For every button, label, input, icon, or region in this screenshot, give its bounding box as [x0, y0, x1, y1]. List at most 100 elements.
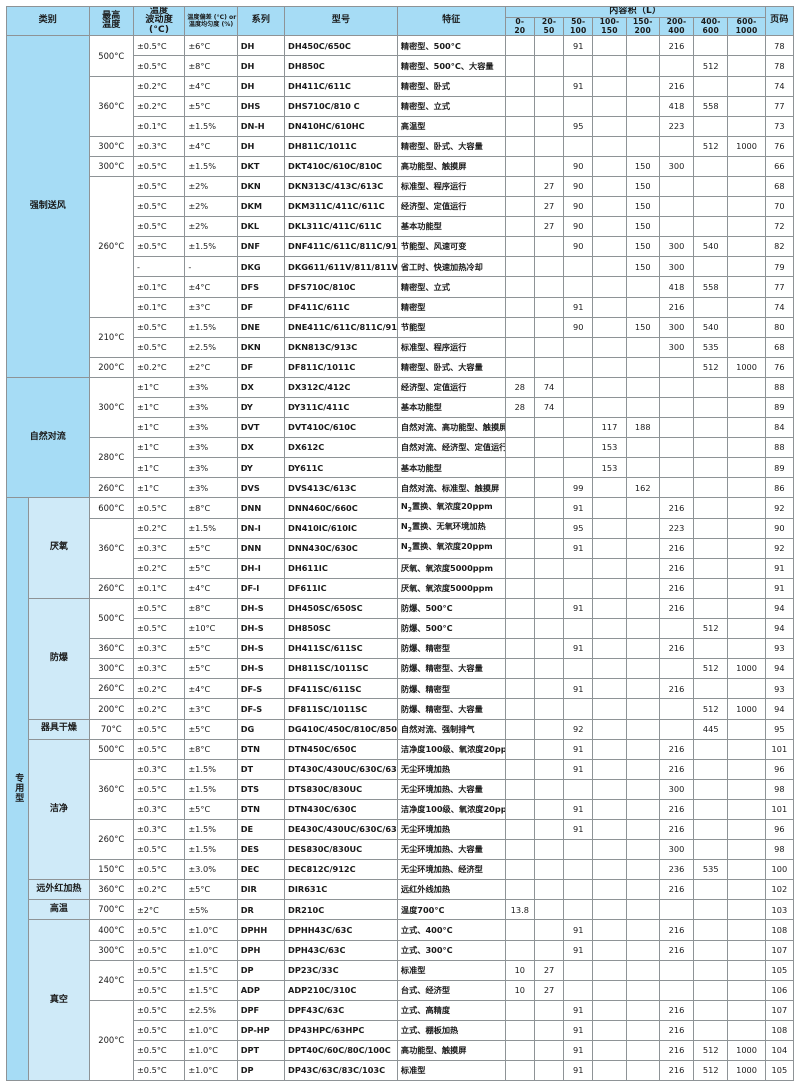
page-number-cell: 73 [764, 115, 795, 137]
deviation-cell: ±1.0°C [184, 1039, 238, 1062]
volume-cell-4 [625, 999, 660, 1021]
volume-cell-7 [727, 999, 766, 1021]
volume-cell-0 [504, 296, 535, 318]
max-temp-cell: 200°C [88, 999, 134, 1081]
series-cell: ADP [236, 979, 286, 1001]
series-cell: DY [236, 396, 286, 419]
volume-cell-0 [504, 517, 535, 539]
series-cell: DH-S [236, 597, 286, 620]
fluctuation-cell: ±0.5°C [132, 316, 186, 338]
volume-cell-6 [693, 879, 729, 901]
table-header: 类别 最高 温度 温度 波动度 (°C) 温度偏差 (°C) or 温度均匀度 … [6, 5, 795, 37]
volume-cell-6: 445 [693, 718, 729, 740]
volume-cell-4 [625, 537, 660, 559]
series-cell: DN-H [236, 115, 286, 137]
volume-cell-2: 90 [563, 236, 594, 258]
volume-cell-1 [533, 155, 565, 177]
series-cell: DKL [236, 216, 286, 238]
deviation-cell: ±1.5°C [184, 979, 238, 1001]
volume-cell-0 [504, 718, 535, 740]
page-number-cell: 80 [764, 316, 795, 338]
table-row: 远外红加热 360°C ±0.2°C ±5°C DIR DIR631C 远红外线加热 216 1… [7, 879, 795, 901]
volume-cell-2: 91 [563, 738, 594, 760]
feature-cell: 洁净度100级、氧浓度20ppm [396, 738, 506, 760]
volume-cell-3 [592, 316, 627, 338]
volume-cell-5: 223 [658, 115, 695, 137]
volume-cell-7 [727, 638, 766, 660]
feature-cell: 无尘环境加热 [396, 818, 506, 841]
volume-cell-4 [625, 959, 660, 981]
page-number-cell: 66 [764, 155, 795, 177]
deviation-cell: ±5°C [184, 557, 238, 579]
feature-cell: 立式、300°C [396, 939, 506, 961]
volume-cell-6 [693, 818, 729, 841]
volume-cell-1 [533, 477, 565, 499]
volume-cell-3 [592, 336, 627, 358]
page-number-cell: 76 [764, 135, 795, 157]
table-row: 280°C ±1°C ±3% DX DX612C 自然对流、经济型、定值运行 153 88 [7, 437, 795, 479]
volume-cell-7 [727, 276, 766, 298]
volume-cell-5: 300 [658, 839, 695, 861]
volume-cell-7 [727, 959, 766, 981]
header-deviation-line1: 温度偏差 (°C) or [187, 14, 237, 22]
header-model: 型号 [284, 5, 398, 37]
series-cell: DTN [236, 798, 286, 820]
volume-cell-6 [693, 396, 729, 419]
volume-cell-5 [658, 135, 695, 157]
model-cell: DG410C/450C/810C/850C [284, 718, 398, 740]
series-cell: DPT [236, 1039, 286, 1062]
deviation-cell: ±2.5% [184, 999, 238, 1021]
volume-cell-0 [504, 256, 535, 278]
series-cell: DF-S [236, 678, 286, 700]
volume-cell-2: 91 [563, 597, 594, 620]
volume-cell-2: 92 [563, 718, 594, 740]
fluctuation-cell: ±1°C [132, 417, 186, 439]
table-row: ±0.5°C ±1.5°C ADP ADP210C/310C 台式、经济型 10 27 106 [7, 979, 795, 1001]
feature-cell: 厌氧、氧浓度5000ppm [396, 577, 506, 599]
volume-cell-7 [727, 718, 766, 740]
volume-cell-5: 300 [658, 155, 695, 177]
volume-cell-6 [693, 216, 729, 238]
volume-cell-5: 216 [658, 798, 695, 820]
page-number-cell: 106 [764, 979, 795, 1001]
volume-cell-0 [504, 95, 535, 117]
table-row: ±0.5°C ±8°C DH DH850C 精密型、500°C、大容量 512 78 [7, 55, 795, 77]
max-temp-cell: 200°C [88, 698, 134, 720]
volume-cell-3 [592, 859, 627, 881]
volume-cell-3 [592, 1039, 627, 1062]
fluctuation-cell: - [132, 256, 186, 278]
feature-cell: 标准型、程序运行 [396, 175, 506, 198]
volume-cell-0 [504, 618, 535, 640]
vol-range-line2: 200 [634, 25, 651, 35]
volume-cell-4 [625, 899, 660, 921]
volume-cell-2: 91 [563, 818, 594, 841]
volume-cell-7 [727, 939, 766, 961]
deviation-cell: ±4°C [184, 678, 238, 700]
volume-cell-4: 162 [625, 477, 660, 499]
model-cell: DIR631C [284, 879, 398, 901]
volume-cell-7 [727, 336, 766, 358]
header-deviation: 温度偏差 (°C) or 温度均匀度 (%) [184, 5, 238, 37]
volume-cell-0 [504, 859, 535, 881]
volume-cell-1 [533, 557, 565, 579]
volume-cell-1 [533, 115, 565, 137]
fluctuation-cell: ±0.2°C [132, 879, 186, 901]
table-row: 260°C ±0.5°C ±2% DKN DKN313C/413C/613C 标准型、程序… [7, 175, 795, 318]
page-number-cell: 89 [764, 396, 795, 419]
series-cell: DPF [236, 999, 286, 1021]
volume-cell-0 [504, 678, 535, 700]
table-row: 360°C ±0.2°C ±1.5% DN-I DN410IC/610IC N2置换、无氧… [7, 517, 795, 579]
volume-cell-2 [563, 658, 594, 680]
volume-cell-7 [727, 216, 766, 238]
volume-cell-2: 91 [563, 1039, 594, 1062]
volume-cell-7 [727, 35, 766, 57]
volume-cell-6: 512 [693, 55, 729, 77]
fluctuation-cell: ±0.5°C [132, 839, 186, 861]
vol-range-line1: 0- [515, 17, 525, 27]
model-cell: DP23C/33C [284, 959, 398, 981]
feature-cell: 自然对流、标准型、触摸屏 [396, 477, 506, 499]
volume-cell-1 [533, 35, 565, 57]
deviation-cell: ±3°C [184, 698, 238, 720]
volume-cell-1 [533, 417, 565, 439]
volume-cell-7 [727, 839, 766, 861]
